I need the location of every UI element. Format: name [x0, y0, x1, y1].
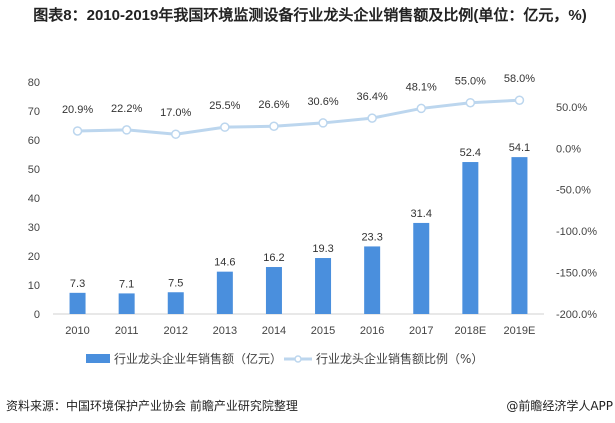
x-tick-label: 2010: [65, 325, 89, 337]
chart: 0 10 20 30 40 50 60 70 80 -200.0% -150.0% -100.0% -5…: [28, 73, 597, 337]
line-data-label: 22.2%: [111, 103, 142, 115]
x-tick-label: 2017: [409, 325, 433, 337]
line-point: [121, 125, 132, 135]
bar: [315, 258, 332, 314]
bar-data-label: 7.5: [168, 277, 183, 289]
legend-label: 行业龙头企业销售额比例（%）: [316, 352, 484, 366]
left-tick-label: 40: [28, 193, 40, 205]
x-tick-label: 2014: [262, 325, 286, 337]
x-tick-label: 2013: [213, 325, 237, 337]
legend-item-line: 行业龙头企业销售额比例（%）: [284, 350, 483, 367]
line-point: [72, 126, 83, 136]
right-tick-label: -200.0%: [556, 309, 597, 321]
bar-data-label: 31.4: [411, 208, 432, 220]
chart-title: 图表8：2010-2019年我国环境监测设备行业龙头企业销售额及比例(单位：亿元…: [33, 7, 587, 24]
x-tick-label: 2018E: [454, 325, 486, 337]
legend-label: 行业龙头企业年销售额（亿元）: [114, 352, 283, 366]
left-tick-label: 50: [28, 164, 40, 176]
line-point: [367, 113, 377, 123]
line-point: [318, 118, 328, 128]
line-point: [220, 122, 230, 132]
right-tick-label: -100.0%: [556, 226, 597, 238]
line-data-label: 25.5%: [209, 100, 240, 112]
bar: [216, 271, 233, 314]
x-tick-label: 2016: [360, 325, 384, 337]
x-tick-label: 2011: [115, 325, 139, 337]
line-data-label: 36.4%: [357, 91, 388, 103]
left-tick-label: 30: [28, 222, 40, 234]
bar-data-label: 54.1: [509, 142, 530, 154]
bar: [69, 292, 86, 314]
source-note: 资料来源：中国环境保护产业协会 前瞻产业研究院整理: [6, 399, 298, 413]
line-data-label: 30.6%: [307, 96, 338, 108]
line-point: [269, 121, 279, 131]
line-point: [465, 97, 476, 108]
line-data-label: 58.0%: [504, 73, 535, 85]
bar: [511, 157, 528, 314]
right-tick-label: -150.0%: [556, 268, 597, 280]
line-data-label: 55.0%: [455, 76, 486, 88]
bar: [265, 267, 282, 314]
line-data-label: 48.1%: [406, 81, 437, 93]
legend-bar-swatch: [86, 354, 110, 363]
bar-data-label: 16.2: [263, 252, 284, 264]
left-tick-label: 0: [34, 309, 40, 321]
brand-credit: @前瞻经济学人APP: [506, 399, 613, 413]
bar-data-label: 7.3: [70, 278, 85, 290]
bar: [118, 293, 135, 314]
right-tick-label: -50.0%: [556, 185, 591, 197]
bar-data-label: 23.3: [361, 231, 382, 243]
left-tick-label: 80: [28, 77, 40, 89]
ratio-line: [77, 98, 520, 136]
x-tick-label: 2012: [164, 325, 188, 337]
bar: [413, 222, 430, 314]
bar: [364, 246, 381, 314]
right-tick-label: 50.0%: [556, 102, 587, 114]
x-tick-label: 2019E: [504, 325, 536, 337]
left-tick-label: 10: [28, 280, 40, 292]
bar-data-label: 19.3: [312, 243, 333, 255]
bar-data-label: 52.4: [460, 147, 481, 159]
line-point: [171, 129, 181, 139]
x-tick-label: 2015: [311, 325, 335, 337]
left-tick-label: 70: [28, 106, 40, 118]
line-point: [416, 103, 426, 114]
line-data-label: 26.6%: [258, 99, 289, 111]
line-point: [514, 95, 525, 105]
line-data-label: 20.9%: [62, 104, 93, 116]
bar-data-label: 7.1: [119, 278, 134, 290]
left-tick-label: 20: [28, 251, 40, 263]
legend-line-swatch: [284, 354, 312, 363]
bar-data-label: 14.6: [214, 257, 235, 269]
left-tick-label: 60: [28, 135, 40, 147]
bar: [462, 162, 479, 314]
bar: [167, 292, 184, 314]
line-data-label: 17.0%: [160, 107, 191, 119]
legend-item-bar: 行业龙头企业年销售额（亿元）: [86, 350, 282, 367]
right-tick-label: 0.0%: [556, 143, 581, 155]
